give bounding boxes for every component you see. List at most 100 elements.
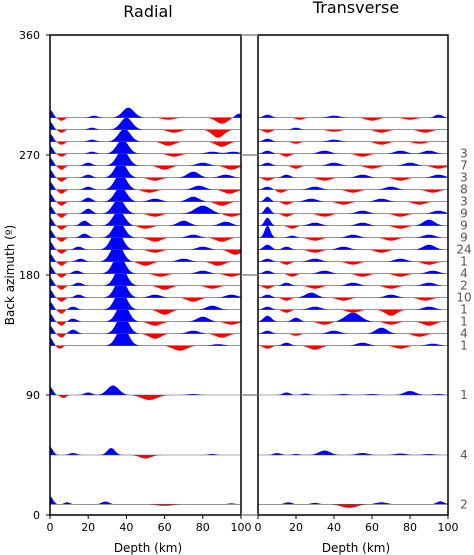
radial-trace-19 xyxy=(50,139,241,157)
trace-count-7: 10 xyxy=(456,291,471,305)
transverse-trace-18 xyxy=(258,162,448,169)
radial-x-tick-label-5: 100 xyxy=(231,521,252,534)
radial-trace-positive-0 xyxy=(50,496,241,505)
transverse-trace-negative-13 xyxy=(258,225,448,229)
trace-count-12: 9 xyxy=(460,231,468,245)
transverse-trace-positive-7 xyxy=(258,292,408,298)
transverse-trace-17 xyxy=(258,174,448,181)
radial-trace-0 xyxy=(50,496,241,506)
transverse-x-tick-label-2: 40 xyxy=(327,521,341,534)
transverse-trace-negative-20 xyxy=(258,141,448,145)
radial-trace-15 xyxy=(50,186,241,206)
transverse-trace-negative-22 xyxy=(258,117,448,121)
transverse-trace-8 xyxy=(258,282,448,289)
radial-x-tick-label-3: 60 xyxy=(158,521,172,534)
transverse-trace-positive-12 xyxy=(258,225,448,238)
transverse-trace-positive-11 xyxy=(258,244,448,250)
transverse-trace-positive-3 xyxy=(277,342,448,346)
radial-trace-positive-7 xyxy=(50,278,241,298)
transverse-trace-3 xyxy=(258,342,448,350)
trace-count-19: 3 xyxy=(460,147,468,161)
trace-count-14: 9 xyxy=(460,207,468,221)
transverse-trace-positive-2 xyxy=(258,391,448,395)
radial-trace-negative-1 xyxy=(50,455,241,459)
transverse-x-tick-label-3: 60 xyxy=(365,521,379,534)
transverse-trace-4 xyxy=(258,327,448,337)
trace-count-1: 4 xyxy=(460,448,468,462)
radial-trace-positive-4 xyxy=(50,314,208,334)
transverse-trace-15 xyxy=(258,196,448,205)
transverse-trace-negative-14 xyxy=(258,213,448,217)
radial-trace-negative-13 xyxy=(50,225,241,230)
radial-trace-negative-22 xyxy=(50,117,241,124)
radial-trace-negative-9 xyxy=(50,273,241,278)
transverse-trace-negative-16 xyxy=(258,189,448,193)
transverse-trace-7 xyxy=(258,292,448,301)
y-axis-label: Back azimuth (º) xyxy=(3,225,17,325)
radial-trace-20 xyxy=(50,128,241,147)
radial-trace-negative-12 xyxy=(50,237,241,242)
radial-trace-positive-6 xyxy=(50,290,232,310)
radial-trace-2 xyxy=(50,385,241,400)
y-tick-label-2: 180 xyxy=(19,269,40,282)
radial-trace-negative-14 xyxy=(50,213,241,218)
radial-trace-14 xyxy=(50,198,241,218)
radial-trace-positive-22 xyxy=(50,107,241,118)
transverse-trace-positive-20 xyxy=(258,138,352,142)
transverse-trace-negative-15 xyxy=(258,201,448,205)
transverse-trace-positive-5 xyxy=(258,312,376,322)
transverse-trace-negative-4 xyxy=(258,333,448,337)
radial-trace-negative-7 xyxy=(50,297,241,302)
trace-count-17: 3 xyxy=(460,171,468,185)
radial-trace-13 xyxy=(50,210,241,230)
trace-count-10: 1 xyxy=(460,255,468,269)
radial-frame xyxy=(49,34,242,516)
transverse-trace-positive-13 xyxy=(258,217,448,226)
transverse-trace-negative-18 xyxy=(258,165,448,169)
radial-trace-1 xyxy=(50,447,241,459)
transverse-trace-positive-19 xyxy=(258,150,448,154)
transverse-trace-negative-3 xyxy=(258,345,448,350)
radial-x-tick-label-0: 0 xyxy=(47,521,54,534)
transverse-trace-positive-21 xyxy=(283,127,309,130)
transverse-trace-10 xyxy=(258,258,448,265)
radial-trace-positive-17 xyxy=(50,161,241,178)
trace-count-2: 1 xyxy=(460,388,468,402)
transverse-trace-positive-6 xyxy=(258,306,448,310)
radial-trace-negative-2 xyxy=(50,395,241,400)
radial-trace-17 xyxy=(50,161,241,182)
radial-trace-positive-18 xyxy=(50,149,217,166)
transverse-trace-positive-17 xyxy=(277,174,448,178)
transverse-trace-negative-12 xyxy=(258,237,448,241)
radial-trace-negative-3 xyxy=(50,345,241,351)
radial-trace-negative-16 xyxy=(50,189,241,194)
transverse-trace-negative-7 xyxy=(258,297,448,301)
radial-trace-positive-10 xyxy=(50,242,201,262)
transverse-frame xyxy=(257,34,449,516)
radial-trace-positive-12 xyxy=(50,221,208,238)
trace-count-15: 3 xyxy=(460,195,468,209)
radial-x-axis-label: Depth (km) xyxy=(114,541,182,555)
trace-count-9: 4 xyxy=(460,267,468,281)
transverse-trace-negative-19 xyxy=(258,153,448,157)
radial-trace-negative-20 xyxy=(50,141,241,147)
radial-trace-3 xyxy=(50,326,241,351)
transverse-trace-negative-21 xyxy=(258,129,448,133)
radial-trace-7 xyxy=(50,278,241,302)
radial-panel: 0 20 40 60 80 100 xyxy=(47,34,252,534)
transverse-trace-positive-14 xyxy=(258,206,448,214)
radial-trace-positive-16 xyxy=(50,173,214,190)
radial-x-tick-label-2: 40 xyxy=(119,521,133,534)
radial-trace-9 xyxy=(50,254,241,278)
transverse-trace-11 xyxy=(258,244,448,253)
trace-count-4: 4 xyxy=(460,327,468,341)
transverse-trace-2 xyxy=(258,391,448,396)
radial-trace-negative-15 xyxy=(50,201,241,206)
radial-trace-18 xyxy=(50,149,241,170)
trace-count-3: 1 xyxy=(460,339,468,353)
radial-trace-negative-17 xyxy=(50,177,241,182)
radial-x-tick-label-4: 80 xyxy=(196,521,210,534)
transverse-x-axis-label: Depth (km) xyxy=(322,541,390,555)
transverse-trace-6 xyxy=(258,306,448,316)
